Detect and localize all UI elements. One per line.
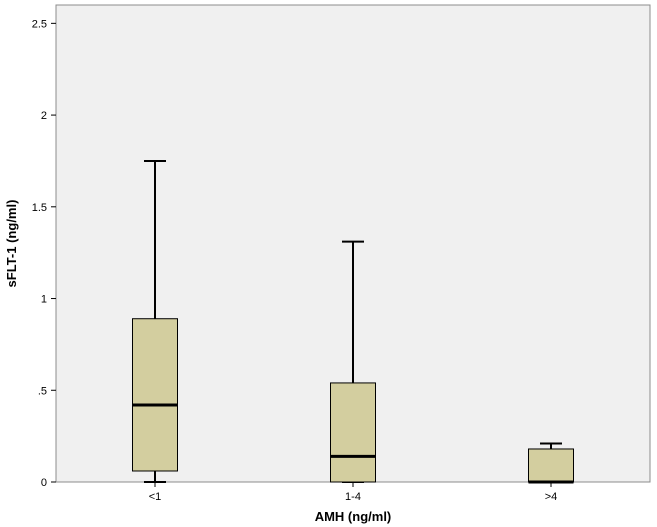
- y-axis: 0 .5 1 1.5 2 2.5: [32, 18, 56, 489]
- iqr-box: [132, 318, 178, 472]
- x-tick-label: <1: [149, 491, 162, 503]
- y-tick-label: 1.5: [32, 202, 47, 214]
- y-tick-label: 0: [41, 477, 47, 489]
- box-1: [132, 159, 178, 483]
- iqr-box: [330, 382, 376, 483]
- iqr-box: [528, 448, 574, 483]
- boxes: [132, 159, 574, 484]
- x-tick-label: >4: [545, 491, 558, 503]
- box-2: [330, 240, 376, 483]
- x-axis-title: AMH (ng/ml): [315, 509, 392, 524]
- x-axis: <1 1-4 >4: [149, 482, 558, 503]
- box-3: [528, 442, 574, 484]
- y-tick-label: 2: [41, 110, 47, 122]
- y-tick-label: .5: [38, 385, 47, 397]
- x-tick-label: 1-4: [345, 491, 361, 503]
- y-tick-label: 1: [41, 294, 47, 306]
- y-axis-title: sFLT-1 (ng/ml): [4, 200, 19, 288]
- y-tick-label: 2.5: [32, 18, 47, 30]
